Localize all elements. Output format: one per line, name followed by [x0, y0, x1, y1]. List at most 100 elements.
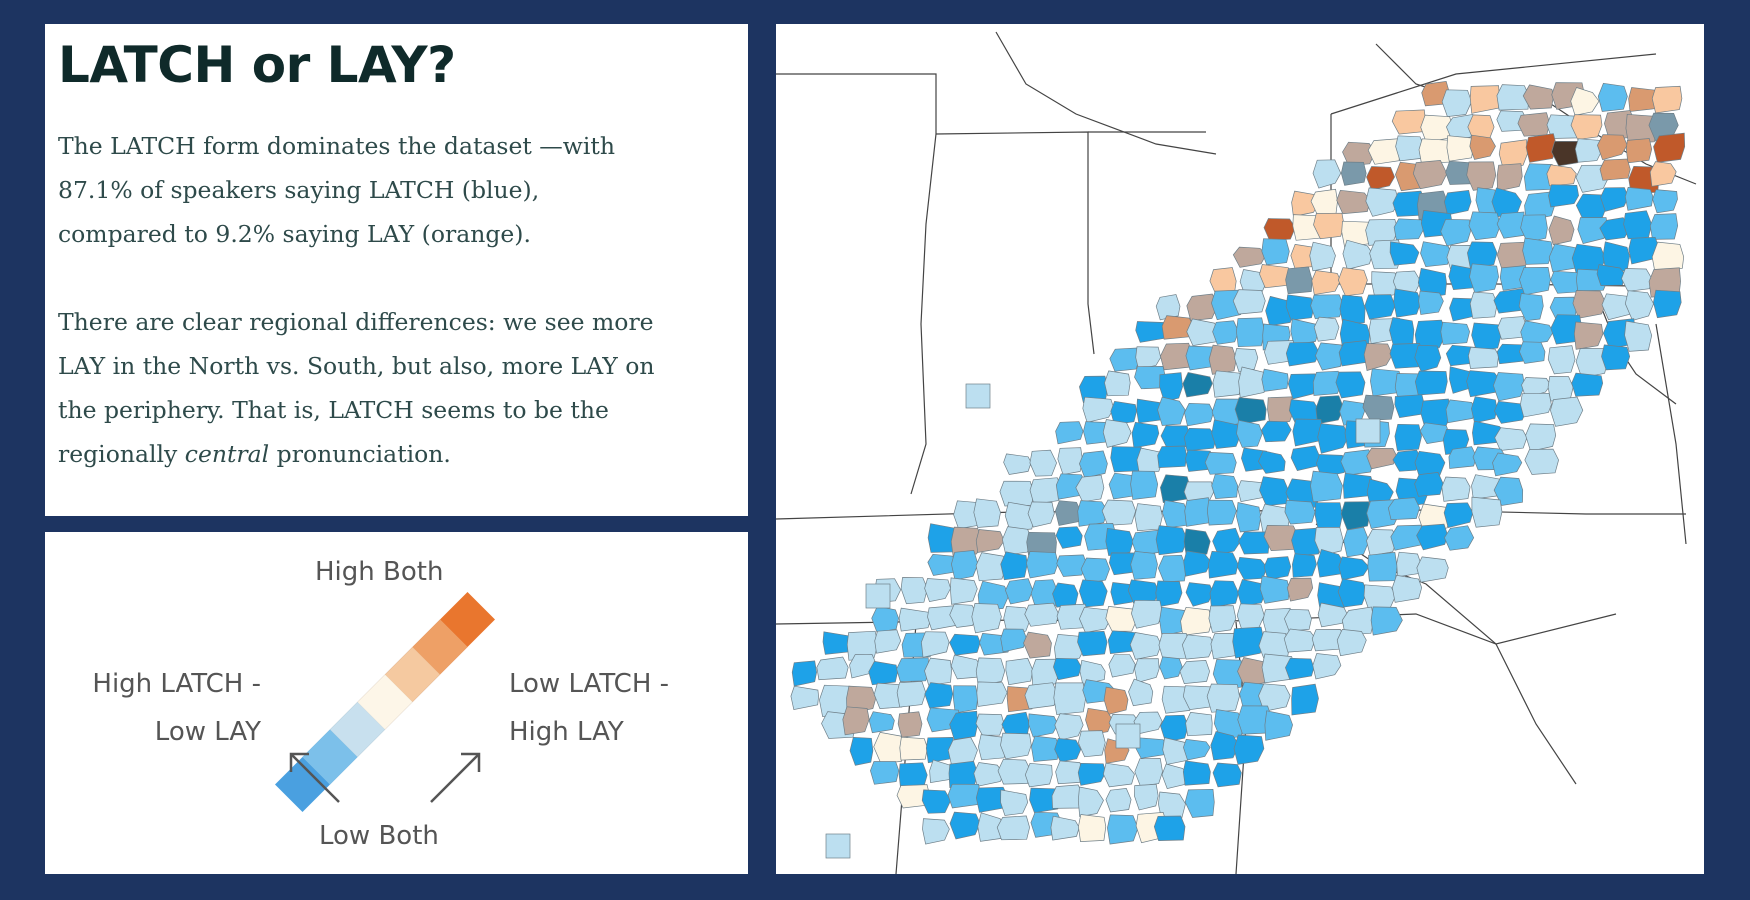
county-shape[interactable] [1621, 268, 1653, 292]
county-shape[interactable] [1052, 582, 1079, 608]
county-shape[interactable] [1057, 447, 1083, 475]
county-shape[interactable] [1053, 682, 1087, 715]
county-shape[interactable] [1414, 344, 1442, 372]
county-shape[interactable] [1520, 320, 1554, 345]
county-shape[interactable] [1466, 161, 1497, 191]
county-shape[interactable] [1443, 190, 1472, 216]
county-shape[interactable] [1204, 452, 1237, 475]
county-shape[interactable] [1623, 210, 1652, 240]
county-shape[interactable] [1284, 499, 1316, 525]
county-shape[interactable] [1310, 188, 1338, 216]
county-shape[interactable] [1184, 788, 1215, 818]
county-shape[interactable] [1029, 477, 1063, 505]
county-shape[interactable] [1285, 341, 1320, 367]
county-shape[interactable] [1414, 450, 1446, 478]
county-shape[interactable] [1184, 402, 1214, 427]
county-shape[interactable] [1183, 528, 1211, 557]
county-shape[interactable] [1110, 400, 1137, 425]
county-shape[interactable] [1285, 294, 1315, 321]
county-shape[interactable] [1337, 578, 1368, 608]
county-shape[interactable] [1208, 605, 1237, 633]
county-shape[interactable] [1258, 450, 1286, 474]
county-shape[interactable] [898, 607, 932, 632]
county-shape[interactable] [975, 529, 1005, 553]
county-shape[interactable] [816, 656, 849, 681]
county-shape[interactable] [1312, 370, 1343, 396]
county-shape[interactable] [1212, 370, 1244, 398]
county-shape[interactable] [1002, 526, 1033, 556]
county-shape[interactable] [1292, 418, 1324, 447]
county-shape[interactable] [1601, 344, 1631, 371]
county-shape[interactable] [1183, 427, 1217, 452]
county-shape[interactable] [1160, 714, 1189, 743]
county-shape[interactable] [1392, 449, 1422, 472]
county-shape[interactable] [1393, 288, 1422, 318]
county-shape[interactable] [977, 812, 1005, 842]
county-shape[interactable] [924, 578, 951, 603]
county-shape[interactable] [1053, 657, 1082, 681]
county-shape[interactable] [1236, 419, 1263, 448]
county-shape[interactable] [790, 685, 819, 711]
county-shape[interactable] [1182, 760, 1211, 786]
county-shape[interactable] [791, 660, 817, 687]
county-shape[interactable] [1003, 453, 1032, 475]
county-shape[interactable] [1055, 500, 1081, 526]
county-shape[interactable] [1285, 657, 1315, 680]
county-shape[interactable] [1525, 423, 1557, 452]
county-shape[interactable] [1000, 732, 1032, 760]
county-shape[interactable] [1054, 738, 1082, 763]
county-shape[interactable] [949, 633, 981, 656]
county-shape[interactable] [1134, 783, 1159, 811]
county-shape[interactable] [947, 783, 981, 809]
county-shape[interactable] [1232, 289, 1266, 315]
county-shape[interactable] [1077, 762, 1106, 786]
county-shape[interactable] [1024, 682, 1059, 710]
county-shape[interactable] [1234, 348, 1259, 373]
county-shape[interactable] [949, 710, 978, 740]
county-shape[interactable] [1548, 215, 1575, 246]
county-shape[interactable] [1000, 551, 1028, 581]
county-shape[interactable] [1285, 266, 1313, 295]
county-shape[interactable] [1005, 578, 1034, 605]
county-shape[interactable] [1550, 396, 1584, 427]
county-shape[interactable] [1468, 211, 1501, 241]
county-shape[interactable] [1547, 345, 1576, 375]
county-shape[interactable] [1208, 551, 1239, 579]
county-shape[interactable] [1365, 187, 1400, 217]
county-shape[interactable] [1315, 342, 1343, 371]
county-shape[interactable] [1649, 213, 1679, 240]
county-shape[interactable] [1649, 161, 1677, 187]
county-shape[interactable] [1212, 527, 1241, 555]
county-shape[interactable] [1157, 396, 1186, 426]
county-shape[interactable] [846, 630, 879, 661]
county-shape[interactable] [1393, 218, 1426, 240]
county-shape[interactable] [1290, 318, 1319, 346]
county-shape[interactable] [1599, 158, 1631, 181]
county-shape[interactable] [1600, 187, 1629, 212]
county-shape[interactable] [1396, 551, 1422, 578]
county-shape[interactable] [1366, 447, 1398, 470]
county-shape[interactable] [1155, 525, 1188, 556]
county-shape[interactable] [871, 606, 899, 633]
county-shape[interactable] [1161, 763, 1190, 790]
county-shape[interactable] [1389, 317, 1415, 345]
county-shape[interactable] [1212, 762, 1242, 788]
county-shape[interactable] [1212, 320, 1239, 345]
county-shape[interactable] [1313, 316, 1340, 342]
county-shape[interactable] [1340, 161, 1367, 186]
county-shape[interactable] [1232, 626, 1265, 659]
county-shape[interactable] [1082, 396, 1115, 423]
county-shape[interactable] [1180, 606, 1213, 636]
county-shape[interactable] [870, 761, 900, 785]
county-shape[interactable] [1162, 499, 1188, 529]
county-shape[interactable] [924, 657, 952, 686]
county-shape[interactable] [1394, 394, 1425, 418]
county-shape[interactable] [1548, 184, 1579, 208]
county-shape[interactable] [950, 526, 984, 558]
county-shape[interactable] [1412, 160, 1448, 190]
county-shape[interactable] [1335, 371, 1366, 399]
county-shape[interactable] [975, 657, 1006, 687]
counties-layer[interactable] [790, 81, 1686, 859]
county-shape[interactable] [1179, 660, 1210, 684]
county-shape[interactable] [1651, 85, 1683, 114]
